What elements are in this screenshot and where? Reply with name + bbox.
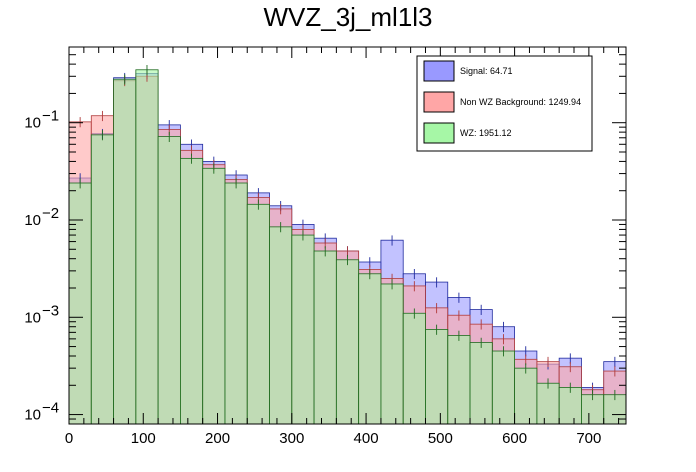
bar-wz-bin-21 bbox=[536, 382, 560, 425]
bar-wz-bin-10 bbox=[291, 234, 315, 425]
bar-wz-bin-17 bbox=[447, 335, 471, 425]
x-tick-label: 400 bbox=[354, 430, 379, 447]
bar-wz-bin-18 bbox=[469, 342, 493, 425]
y-tick-exponent: −2 bbox=[42, 205, 59, 222]
bar-wz-bin-0 bbox=[68, 182, 92, 425]
bar-wz-bin-1 bbox=[90, 134, 114, 425]
bar-wz-bin-8 bbox=[246, 203, 270, 425]
bar-wz-bin-11 bbox=[313, 250, 337, 425]
bar-wz-bin-22 bbox=[558, 387, 582, 425]
bar-wz-bin-5 bbox=[179, 157, 204, 425]
x-tick-label: 100 bbox=[131, 430, 156, 447]
legend-swatch-wz bbox=[423, 122, 455, 144]
y-tick-label: 10 bbox=[24, 407, 41, 424]
bar-wz-bin-19 bbox=[491, 350, 516, 425]
bar-wz-bin-12 bbox=[335, 259, 360, 425]
bar-wz-bin-9 bbox=[269, 226, 293, 425]
x-tick-label: 700 bbox=[576, 430, 601, 447]
y-tick-label: 10 bbox=[24, 309, 41, 326]
y-tick-label: 10 bbox=[24, 115, 41, 132]
legend-swatch-signal bbox=[423, 60, 455, 82]
legend-label-wz: WZ: 1951.12 bbox=[460, 128, 512, 138]
bar-wz-bin-15 bbox=[402, 312, 426, 425]
y-tick-exponent: −1 bbox=[42, 108, 59, 125]
bar-wz-bin-16 bbox=[425, 329, 449, 425]
x-tick-label: 0 bbox=[65, 430, 73, 447]
x-tick-label: 500 bbox=[428, 430, 453, 447]
bar-wz-bin-20 bbox=[514, 367, 538, 425]
bar-wz-bin-2 bbox=[113, 78, 137, 425]
x-tick-label: 200 bbox=[205, 430, 230, 447]
error-bars bbox=[79, 64, 616, 401]
y-tick-exponent: −4 bbox=[42, 400, 59, 417]
y-tick-label: 10 bbox=[24, 212, 41, 229]
legend-label-non-wz-background: Non WZ Background: 1249.94 bbox=[460, 97, 581, 107]
legend-swatch-non-wz-background bbox=[423, 91, 455, 113]
bar-wz-bin-14 bbox=[380, 283, 404, 425]
bar-wz-bin-3 bbox=[135, 69, 159, 425]
x-tick-label: 300 bbox=[279, 430, 304, 447]
bar-wz-bin-13 bbox=[358, 273, 382, 425]
bar-wz-bin-4 bbox=[157, 136, 181, 425]
bar-wz-bin-6 bbox=[202, 167, 226, 425]
legend: Signal: 64.71 Non WZ Background: 1249.94… bbox=[416, 55, 593, 152]
legend-label-signal: Signal: 64.71 bbox=[460, 66, 513, 76]
chart-title: WVZ_3j_ml1l3 bbox=[263, 2, 432, 32]
x-tick-label: 600 bbox=[502, 430, 527, 447]
bar-wz-bin-7 bbox=[224, 182, 248, 425]
y-tick-exponent: −3 bbox=[42, 302, 59, 319]
